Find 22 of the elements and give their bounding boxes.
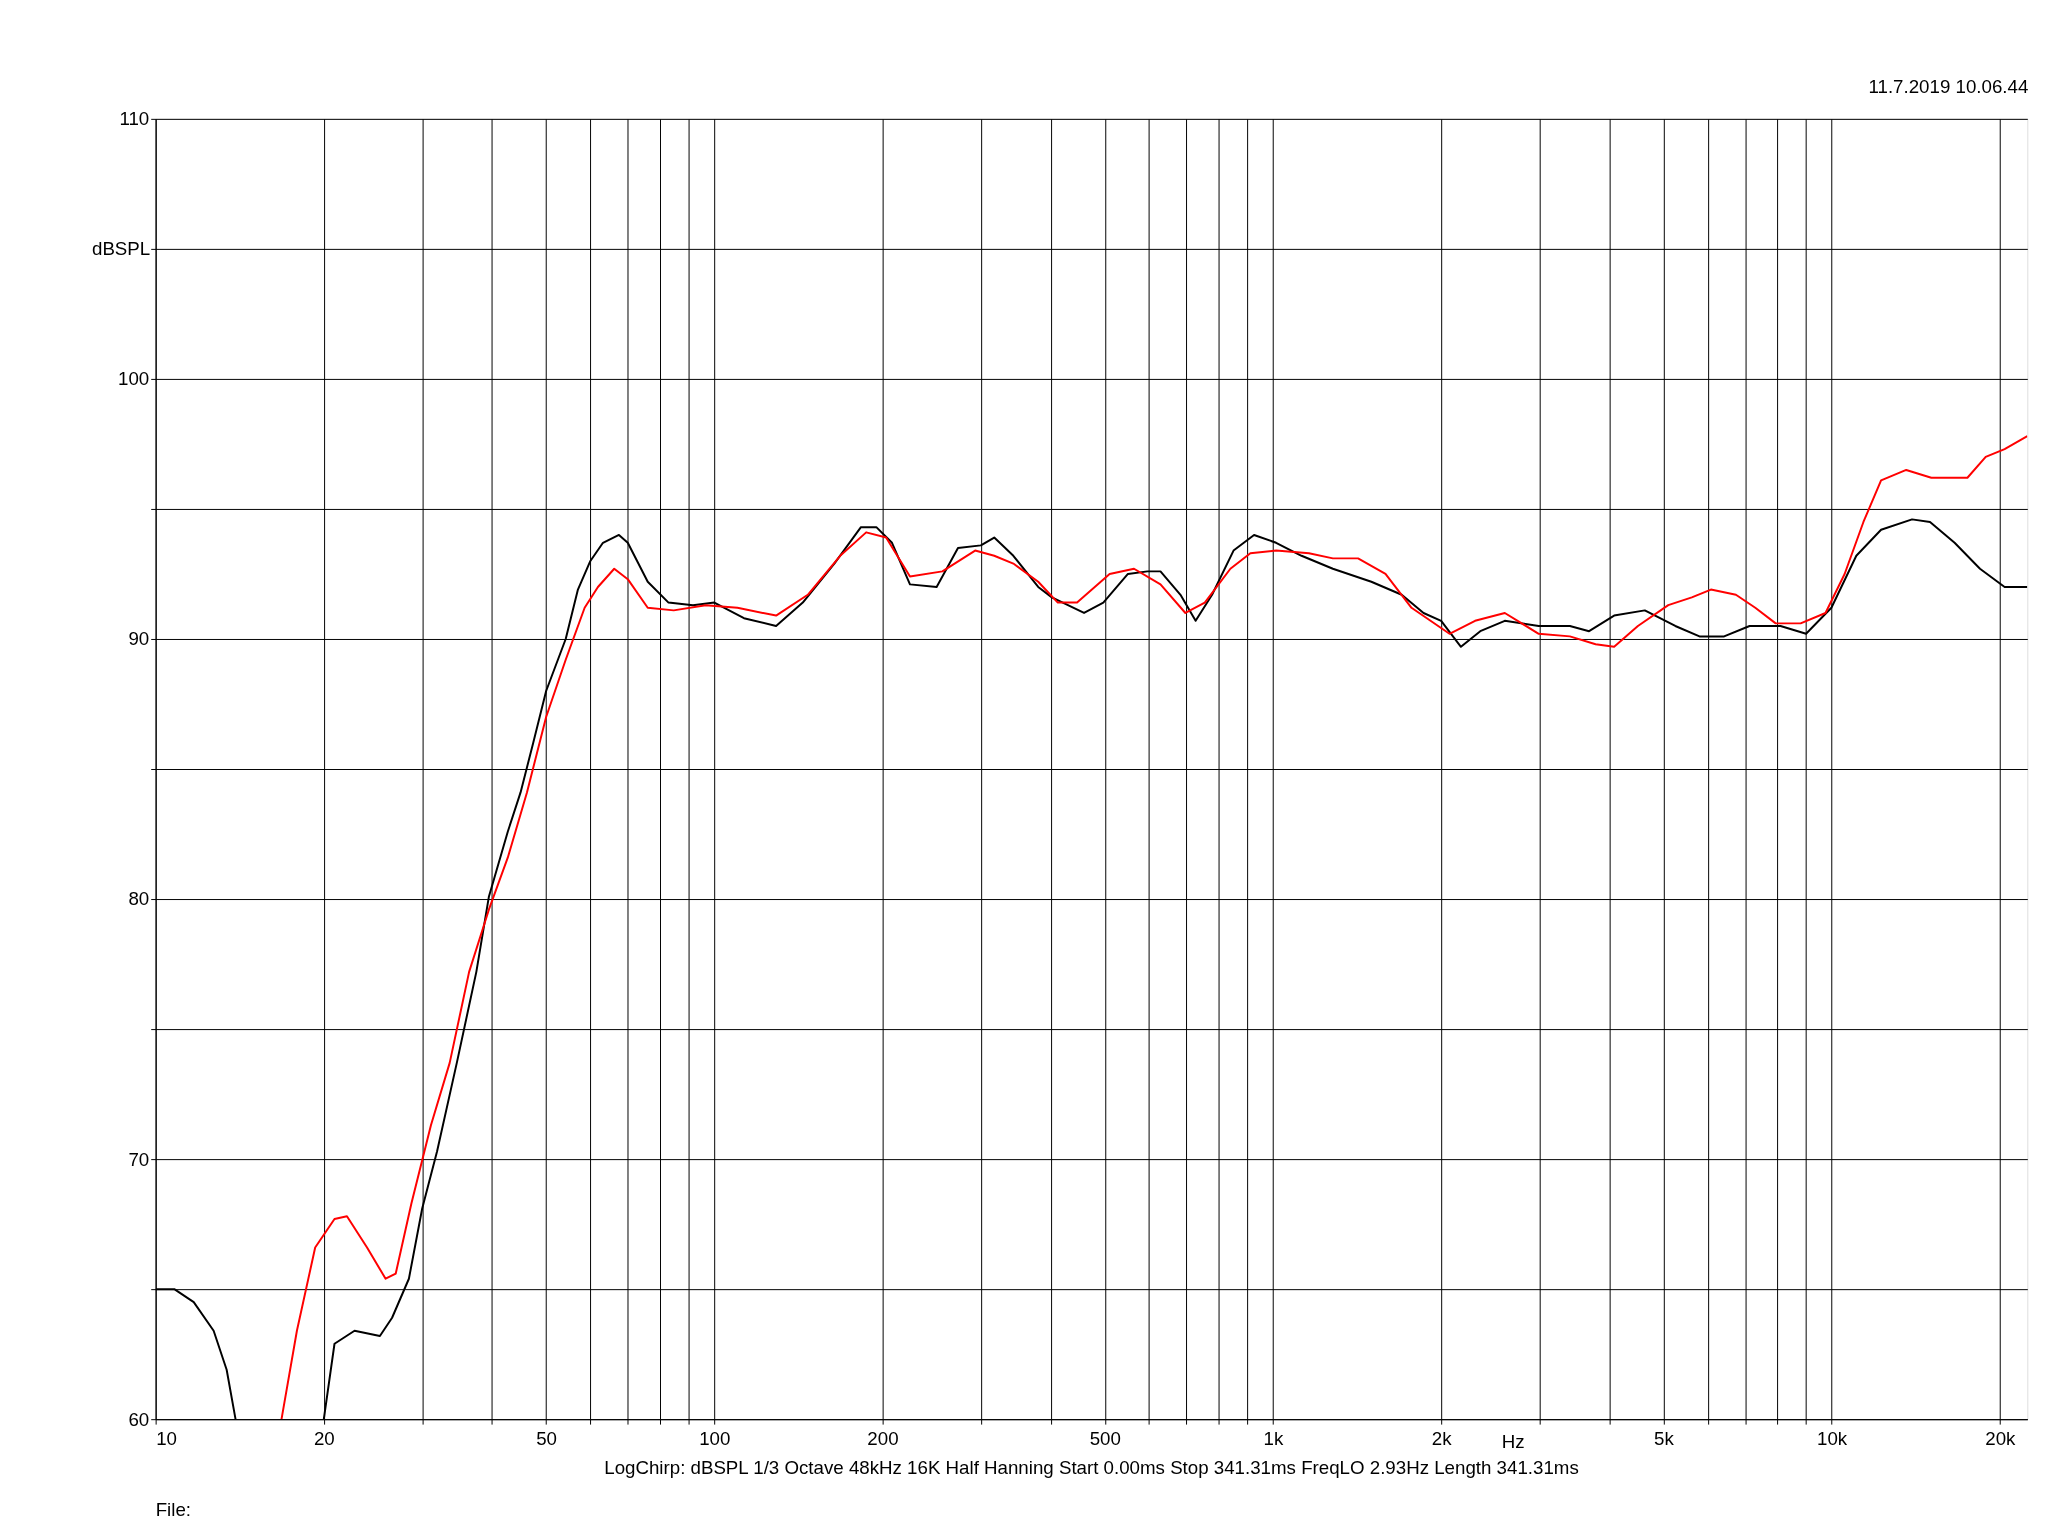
- x-tick-label: 50: [536, 1428, 558, 1450]
- y-tick-label: 70: [128, 1148, 150, 1170]
- text: 11.7.2019 10.06.44: [1868, 76, 2029, 98]
- y-tick-label: 110: [119, 108, 150, 130]
- text: LogChirp: dBSPL 1/3 Octave 48kHz 16K Half Hanning Start 0.00ms Stop 341.31ms FreqLO 2.93Hz Length 341.31ms: [604, 1457, 1579, 1479]
- x-tick-label: 1k: [1263, 1428, 1284, 1450]
- y-tick-label: 80: [128, 888, 150, 910]
- x-tick-label: 500: [1089, 1428, 1121, 1450]
- x-axis-title: Hz: [1501, 1431, 1525, 1453]
- x-tick-label: 10: [156, 1428, 177, 1450]
- x-tick-label: 5k: [1654, 1428, 1675, 1450]
- x-tick-label: 100: [699, 1428, 731, 1450]
- x-tick-label: 20: [313, 1428, 335, 1450]
- y-tick-label: 60: [128, 1408, 150, 1430]
- y-tick-label: 90: [128, 628, 150, 650]
- y-axis-title: dBSPL: [91, 238, 151, 260]
- x-tick-label: 200: [867, 1428, 899, 1450]
- text: File:: [155, 1498, 191, 1520]
- x-tick-label: 2k: [1431, 1428, 1453, 1450]
- y-tick-label: 100: [118, 368, 150, 390]
- x-tick-label: 20k: [1985, 1428, 2017, 1450]
- x-tick-label: 10k: [1817, 1428, 1848, 1450]
